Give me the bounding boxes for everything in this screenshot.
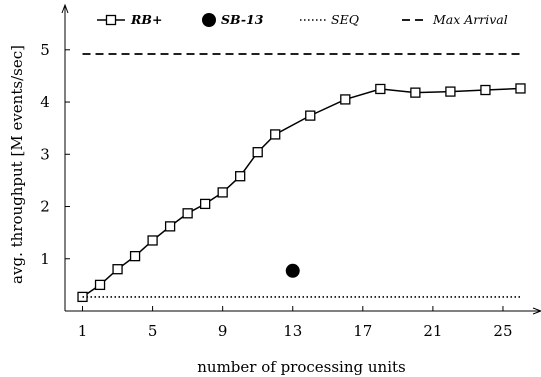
rb-plus-point xyxy=(235,171,246,182)
rb-plus-point xyxy=(252,147,263,158)
rb-plus-point xyxy=(410,87,421,98)
x-tick-label: 21 xyxy=(423,322,442,340)
y-axis-arrow xyxy=(61,3,69,14)
legend-seq-label: SEQ xyxy=(331,12,359,27)
sb-13-point xyxy=(285,263,300,278)
rb-plus-line xyxy=(82,87,521,298)
x-tick-label: 5 xyxy=(148,322,158,340)
rb-plus-point xyxy=(375,83,386,95)
legend-max-arrival-label: Max Arrival xyxy=(432,12,508,27)
y-tick-label: 2 xyxy=(40,198,50,216)
rb-plus-point xyxy=(147,235,158,246)
rb-plus-point xyxy=(270,129,281,140)
legend-sb-13-label: SB-13 xyxy=(221,12,264,27)
legend-rb-plus-marker xyxy=(105,14,117,26)
rb-plus-point xyxy=(94,279,106,291)
rb-plus-point xyxy=(305,110,316,121)
legend-rb-plus-label: RB+ xyxy=(130,12,162,27)
rb-plus-point xyxy=(515,83,526,94)
rb-plus-point xyxy=(217,187,228,198)
y-axis-label: avg. throughput [M events/sec] xyxy=(8,45,26,284)
y-tick-label: 3 xyxy=(40,145,50,163)
rb-plus-point xyxy=(199,198,211,210)
rb-plus-point xyxy=(129,250,141,262)
y-tick-label: 4 xyxy=(40,93,50,111)
axes: 1 5 9 13 17 21 25 1 2 3 4 5 xyxy=(40,3,541,340)
x-tick-label: 1 xyxy=(78,322,88,340)
rb-plus-point xyxy=(340,94,351,105)
rb-plus-point xyxy=(480,84,491,96)
x-axis-label: number of processing units xyxy=(197,358,405,376)
y-tick-label: 1 xyxy=(40,250,50,268)
x-axis-arrow xyxy=(532,307,541,315)
legend: RB+ SB-13 SEQ Max Arrival xyxy=(97,12,508,27)
x-tick-label: 13 xyxy=(283,322,302,340)
series-layer xyxy=(77,53,526,303)
x-tick-label: 25 xyxy=(493,322,512,340)
rb-plus-point xyxy=(164,221,176,232)
x-tick-label: 9 xyxy=(218,322,228,340)
legend-sb-13-marker xyxy=(202,13,216,27)
rb-plus-point xyxy=(112,264,123,275)
y-tick-label: 5 xyxy=(40,41,50,59)
rb-plus-point xyxy=(445,86,456,97)
x-tick-label: 17 xyxy=(353,322,372,340)
rb-plus-point xyxy=(182,208,193,219)
